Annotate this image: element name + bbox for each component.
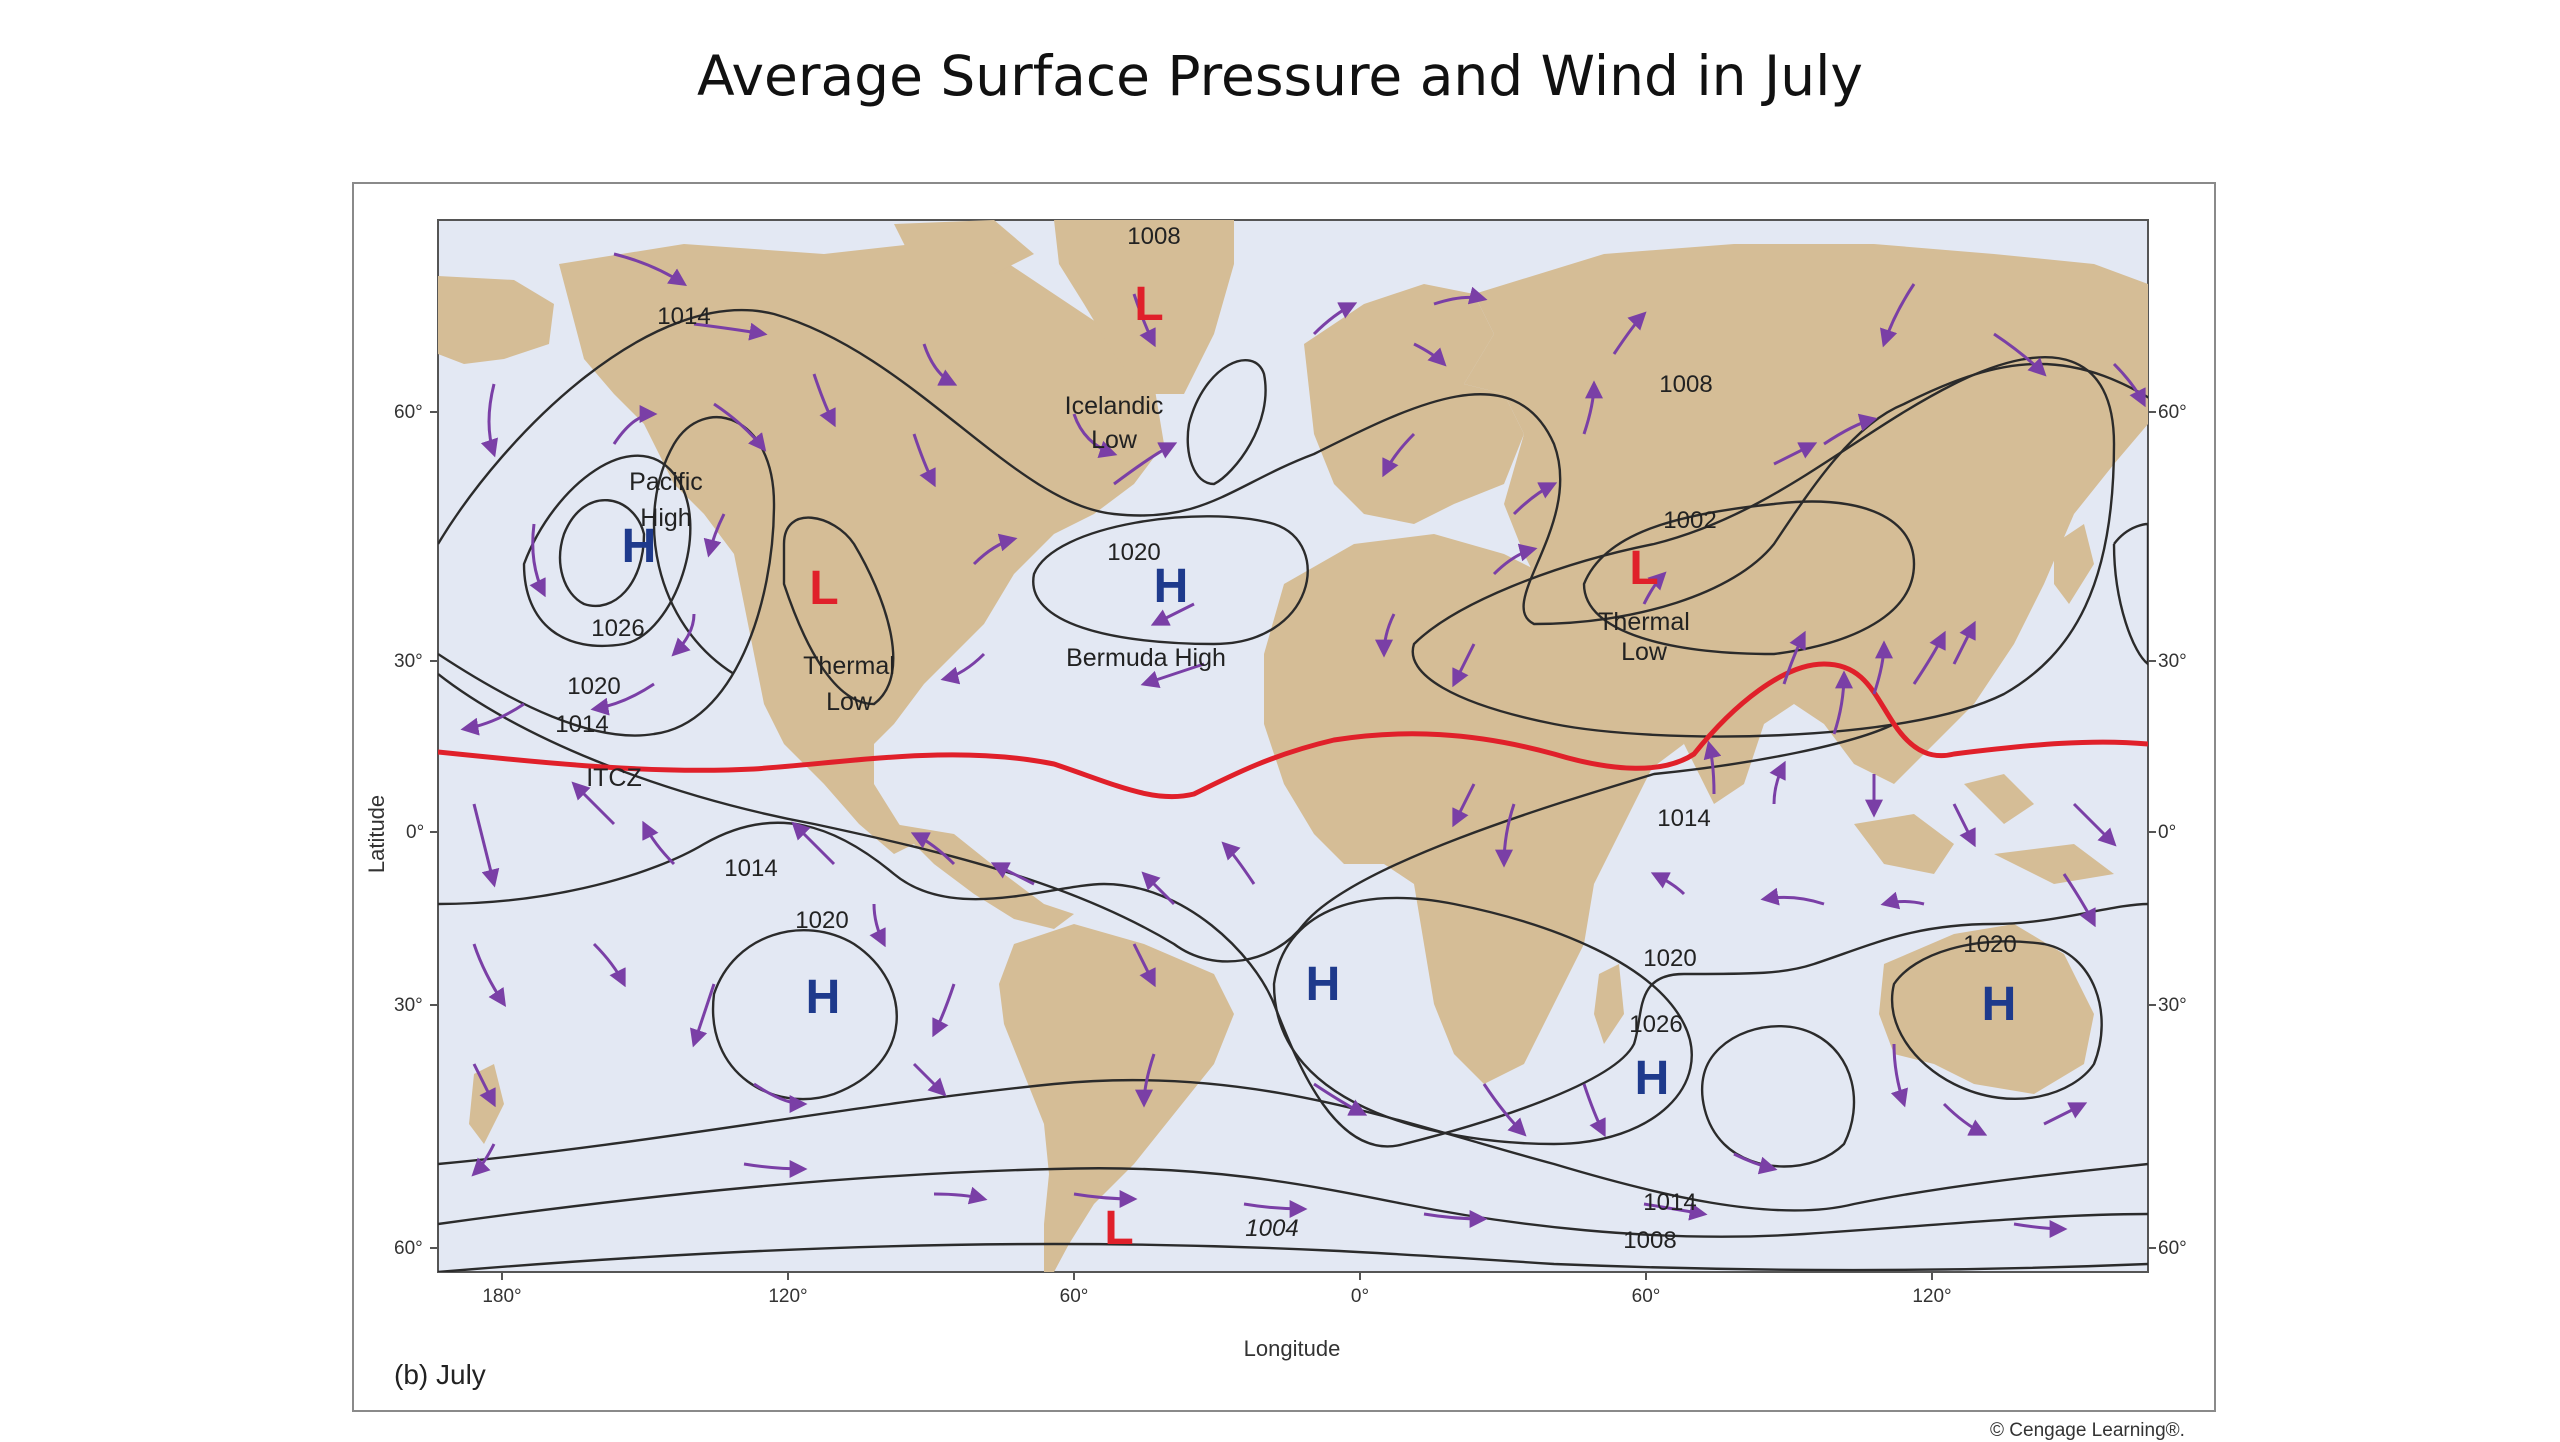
isobar-label: 1014 — [657, 303, 710, 330]
isobar-label: 1008 — [1127, 223, 1180, 250]
lon-tick: 120° — [768, 1286, 807, 1307]
pressure-symbol: H — [1635, 1052, 1670, 1105]
copyright-credit: © Cengage Learning®. — [1990, 1420, 2185, 1441]
lat-tick: 60° — [394, 402, 423, 423]
isobar-label: 1008 — [1659, 371, 1712, 398]
pacific-high-label: Pacific — [629, 468, 703, 496]
wind-arrows — [460, 252, 2146, 1238]
lat-tick: 30° — [2158, 651, 2187, 672]
itcz-line — [438, 661, 2148, 800]
isobar-label: 1020 — [567, 673, 620, 700]
isobar-label: 1020 — [1107, 539, 1160, 566]
pressure-map: L H L H L H H H H L Pacific High Thermal… — [364, 219, 2187, 1390]
lat-tick: 60° — [394, 1238, 423, 1259]
pacific-high-label: High — [640, 504, 691, 532]
thermal-low-label: Low — [826, 688, 873, 716]
thermal-low-label: Thermal — [803, 652, 895, 680]
lon-tick: 60° — [1060, 1286, 1089, 1307]
icelandic-low-label: Icelandic — [1065, 392, 1164, 420]
figure-frame: L H L H L H H H H L Pacific High Thermal… — [352, 182, 2216, 1412]
isobar-label: 1026 — [591, 615, 644, 642]
pressure-symbol: H — [1154, 560, 1189, 613]
isobar-label: 1014 — [1643, 1189, 1696, 1216]
isobar-label: 1020 — [795, 907, 848, 934]
isobar-label: 1014 — [555, 711, 608, 738]
itcz-label: ITCZ — [586, 764, 642, 792]
pressure-symbol: H — [1306, 958, 1341, 1011]
figure-caption: (b) July — [394, 1359, 486, 1390]
pressure-symbol: H — [622, 520, 657, 573]
x-axis-label: Longitude — [1244, 1336, 1341, 1361]
isobar-label: 1014 — [1657, 805, 1710, 832]
pressure-symbol: L — [1104, 1202, 1133, 1255]
land-masses — [438, 220, 2148, 1272]
lon-tick: 180° — [482, 1286, 521, 1307]
lat-tick: 30° — [394, 651, 423, 672]
pressure-symbol: H — [806, 971, 841, 1024]
lat-tick: 60° — [2158, 1238, 2187, 1259]
isobar-label: 1020 — [1963, 931, 2016, 958]
isobar-label: 1026 — [1629, 1011, 1682, 1038]
bermuda-high-label: Bermuda High — [1066, 644, 1226, 672]
lat-tick: 0° — [406, 822, 424, 843]
y-axis-label: Latitude — [364, 795, 389, 873]
lon-tick: 60° — [1632, 1286, 1661, 1307]
icelandic-low-label: Low — [1091, 426, 1138, 454]
isobar-label: 1014 — [724, 855, 777, 882]
lat-tick: 30° — [2158, 995, 2187, 1016]
pressure-symbol: L — [809, 562, 838, 615]
isobar-label: 1004 — [1245, 1215, 1298, 1242]
pressure-symbol: L — [1629, 542, 1658, 595]
pressure-symbol: L — [1134, 278, 1163, 331]
lat-tick: 60° — [2158, 402, 2187, 423]
slide-title: Average Surface Pressure and Wind in Jul… — [697, 44, 1863, 108]
lat-tick: 30° — [394, 995, 423, 1016]
lon-tick: 120° — [1912, 1286, 1951, 1307]
thermal-low-label: Low — [1621, 638, 1668, 666]
lat-tick: 0° — [2158, 822, 2176, 843]
isobar-label: 1008 — [1623, 1227, 1676, 1254]
isobar-label: 1020 — [1643, 945, 1696, 972]
pressure-symbol: H — [1982, 978, 2017, 1031]
lon-tick: 0° — [1351, 1286, 1369, 1307]
isobar-label: 1002 — [1663, 507, 1716, 534]
thermal-low-label: Thermal — [1598, 608, 1690, 636]
